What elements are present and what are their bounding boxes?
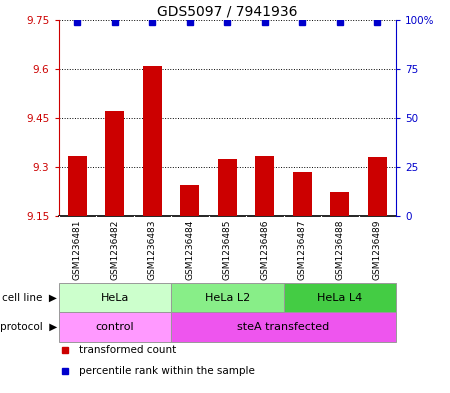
- Bar: [171, 312, 396, 342]
- Text: GSM1236482: GSM1236482: [110, 219, 119, 280]
- Text: GSM1236489: GSM1236489: [373, 219, 382, 280]
- Bar: [180, 185, 199, 216]
- Bar: [105, 111, 124, 216]
- Bar: [284, 283, 396, 312]
- Text: GSM1236486: GSM1236486: [260, 219, 269, 280]
- Bar: [256, 156, 274, 216]
- Text: HeLa L2: HeLa L2: [205, 293, 250, 303]
- Bar: [293, 172, 311, 216]
- Title: GDS5097 / 7941936: GDS5097 / 7941936: [157, 4, 297, 18]
- Text: control: control: [95, 322, 134, 332]
- Text: GSM1236481: GSM1236481: [73, 219, 82, 280]
- Bar: [68, 156, 86, 216]
- Text: cell line  ▶: cell line ▶: [2, 293, 57, 303]
- Bar: [143, 66, 162, 216]
- Bar: [368, 157, 387, 216]
- Text: transformed count: transformed count: [79, 345, 176, 355]
- Text: steA transfected: steA transfected: [238, 322, 329, 332]
- Text: GSM1236485: GSM1236485: [223, 219, 232, 280]
- Text: GSM1236483: GSM1236483: [148, 219, 157, 280]
- Text: GSM1236487: GSM1236487: [298, 219, 307, 280]
- Text: HeLa: HeLa: [100, 293, 129, 303]
- Bar: [58, 312, 171, 342]
- Text: GSM1236484: GSM1236484: [185, 219, 194, 280]
- Bar: [171, 283, 284, 312]
- Text: GSM1236488: GSM1236488: [335, 219, 344, 280]
- Text: protocol  ▶: protocol ▶: [0, 322, 57, 332]
- Text: percentile rank within the sample: percentile rank within the sample: [79, 366, 255, 376]
- Bar: [218, 159, 237, 216]
- Bar: [330, 192, 349, 216]
- Bar: [58, 283, 171, 312]
- Text: HeLa L4: HeLa L4: [317, 293, 362, 303]
